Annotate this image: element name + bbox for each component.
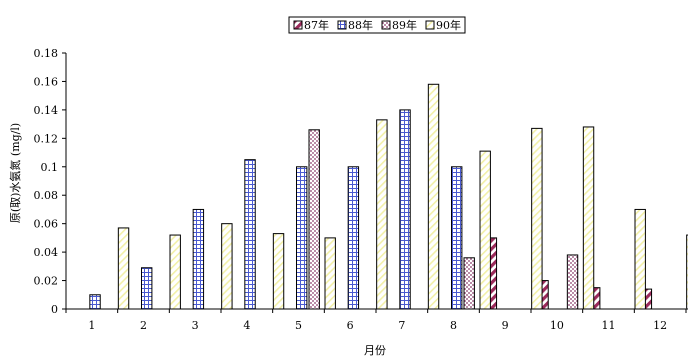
bar-88年-3 [193, 209, 203, 309]
legend-label: 90年 [436, 18, 461, 32]
y-axis-label: 原(取)水氨氮 (mg/l) [8, 123, 22, 223]
x-tick-label: 8 [450, 319, 457, 332]
x-tick-label: 1 [88, 319, 95, 332]
x-tick-label: 10 [550, 319, 564, 332]
x-tick-label: 7 [398, 319, 405, 332]
bar-88年-8 [452, 167, 462, 309]
x-tick-label: 3 [192, 319, 199, 332]
bar-90年-9 [532, 128, 542, 309]
bar-90年-2 [170, 235, 180, 309]
bar-90年-4 [273, 234, 283, 309]
legend-swatch [382, 21, 390, 29]
bar-90年-1 [118, 228, 128, 309]
y-tick-label: 0.04 [34, 246, 59, 259]
bar-89年-5 [309, 130, 319, 309]
x-tick-label: 11 [602, 319, 616, 332]
bar-89年-10 [567, 255, 577, 309]
legend: 87年 88年 89年 90年 [289, 17, 465, 33]
bar-89年-8 [464, 258, 474, 309]
bar-90年-5 [325, 238, 335, 309]
x-tick-label: 6 [347, 319, 354, 332]
y-tick-label: 0 [51, 303, 58, 316]
legend-label: 88年 [348, 18, 373, 32]
legend-label: 89年 [392, 18, 417, 32]
legend-swatch [294, 21, 302, 29]
bar-88年-4 [245, 160, 255, 309]
y-tick-label: 0.02 [34, 275, 59, 288]
y-tick-label: 0.12 [34, 132, 59, 145]
legend-label: 87年 [304, 18, 329, 32]
bar-90年-6 [377, 120, 387, 309]
y-tick-label: 0.18 [34, 47, 59, 60]
x-tick-label: 9 [502, 319, 509, 332]
bars [90, 84, 688, 309]
bar-90年-11 [635, 209, 645, 309]
bar-90年-7 [428, 84, 438, 309]
y-tick-label: 0.1 [41, 161, 59, 174]
bar-90年-10 [583, 127, 593, 309]
bar-88年-5 [297, 167, 307, 309]
y-tick-label: 0.08 [34, 189, 59, 202]
x-tick-label: 5 [295, 319, 302, 332]
x-tick-label: 4 [243, 319, 250, 332]
y-tick-label: 0.14 [34, 104, 59, 117]
x-tick-label: 2 [140, 319, 147, 332]
bar-88年-7 [400, 110, 410, 309]
x-axis-label: 月份 [364, 344, 386, 357]
bar-90年-3 [222, 224, 232, 309]
bar-88年-1 [90, 295, 100, 309]
bar-90年-8 [480, 151, 490, 309]
y-tick-label: 0.16 [34, 75, 59, 88]
bar-88年-6 [348, 167, 358, 309]
x-tick-label: 12 [653, 319, 667, 332]
legend-swatch [426, 21, 434, 29]
bar-88年-2 [142, 268, 152, 309]
y-tick-label: 0.06 [34, 218, 59, 231]
legend-swatch [338, 21, 346, 29]
